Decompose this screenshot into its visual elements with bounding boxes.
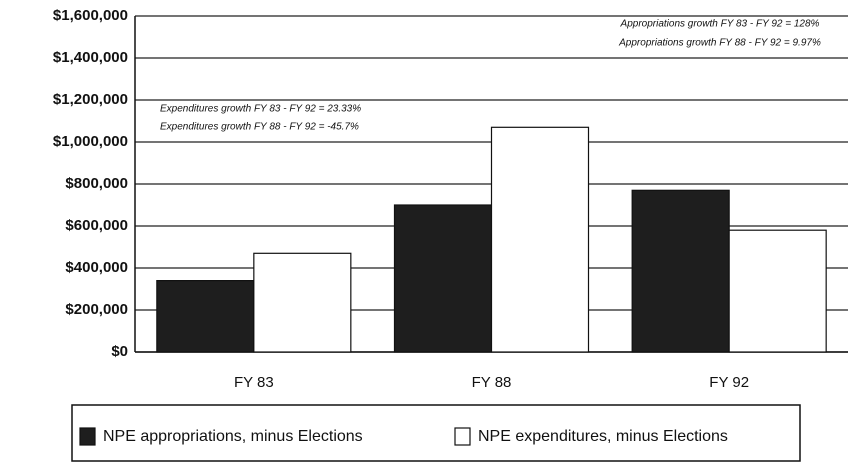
y-tick-label: $200,000 <box>65 301 128 318</box>
x-tick-label: FY 92 <box>709 374 749 391</box>
bar <box>490 126 590 353</box>
legend-label: NPE expenditures, minus Elections <box>478 428 728 445</box>
y-tick-label: $0 <box>111 343 128 360</box>
y-tick-label: $1,200,000 <box>53 91 128 108</box>
legend-swatch <box>454 427 471 446</box>
annotation: Expenditures growth FY 83 - FY 92 = 23.3… <box>160 104 361 115</box>
annotation: Expenditures growth FY 88 - FY 92 = -45.… <box>160 122 359 133</box>
bar <box>728 229 827 353</box>
y-tick-label: $800,000 <box>65 175 128 192</box>
legend-swatch <box>79 427 96 446</box>
y-tick-label: $1,600,000 <box>53 7 128 24</box>
legend-label: NPE appropriations, minus Elections <box>103 428 363 445</box>
bar <box>631 189 730 353</box>
annotation: Appropriations growth FY 88 - FY 92 = 9.… <box>618 38 821 49</box>
y-tick-label: $1,000,000 <box>53 133 128 150</box>
legend-box <box>71 404 801 462</box>
y-tick-label: $1,400,000 <box>53 49 128 66</box>
x-tick-label: FY 88 <box>472 374 512 391</box>
y-tick-label: $600,000 <box>65 217 128 234</box>
x-tick-label: FY 83 <box>234 374 274 391</box>
bar <box>253 252 352 353</box>
bar <box>156 280 255 353</box>
y-tick-label: $400,000 <box>65 259 128 276</box>
bar <box>393 204 493 353</box>
annotation: Appropriations growth FY 83 - FY 92 = 12… <box>620 19 820 30</box>
